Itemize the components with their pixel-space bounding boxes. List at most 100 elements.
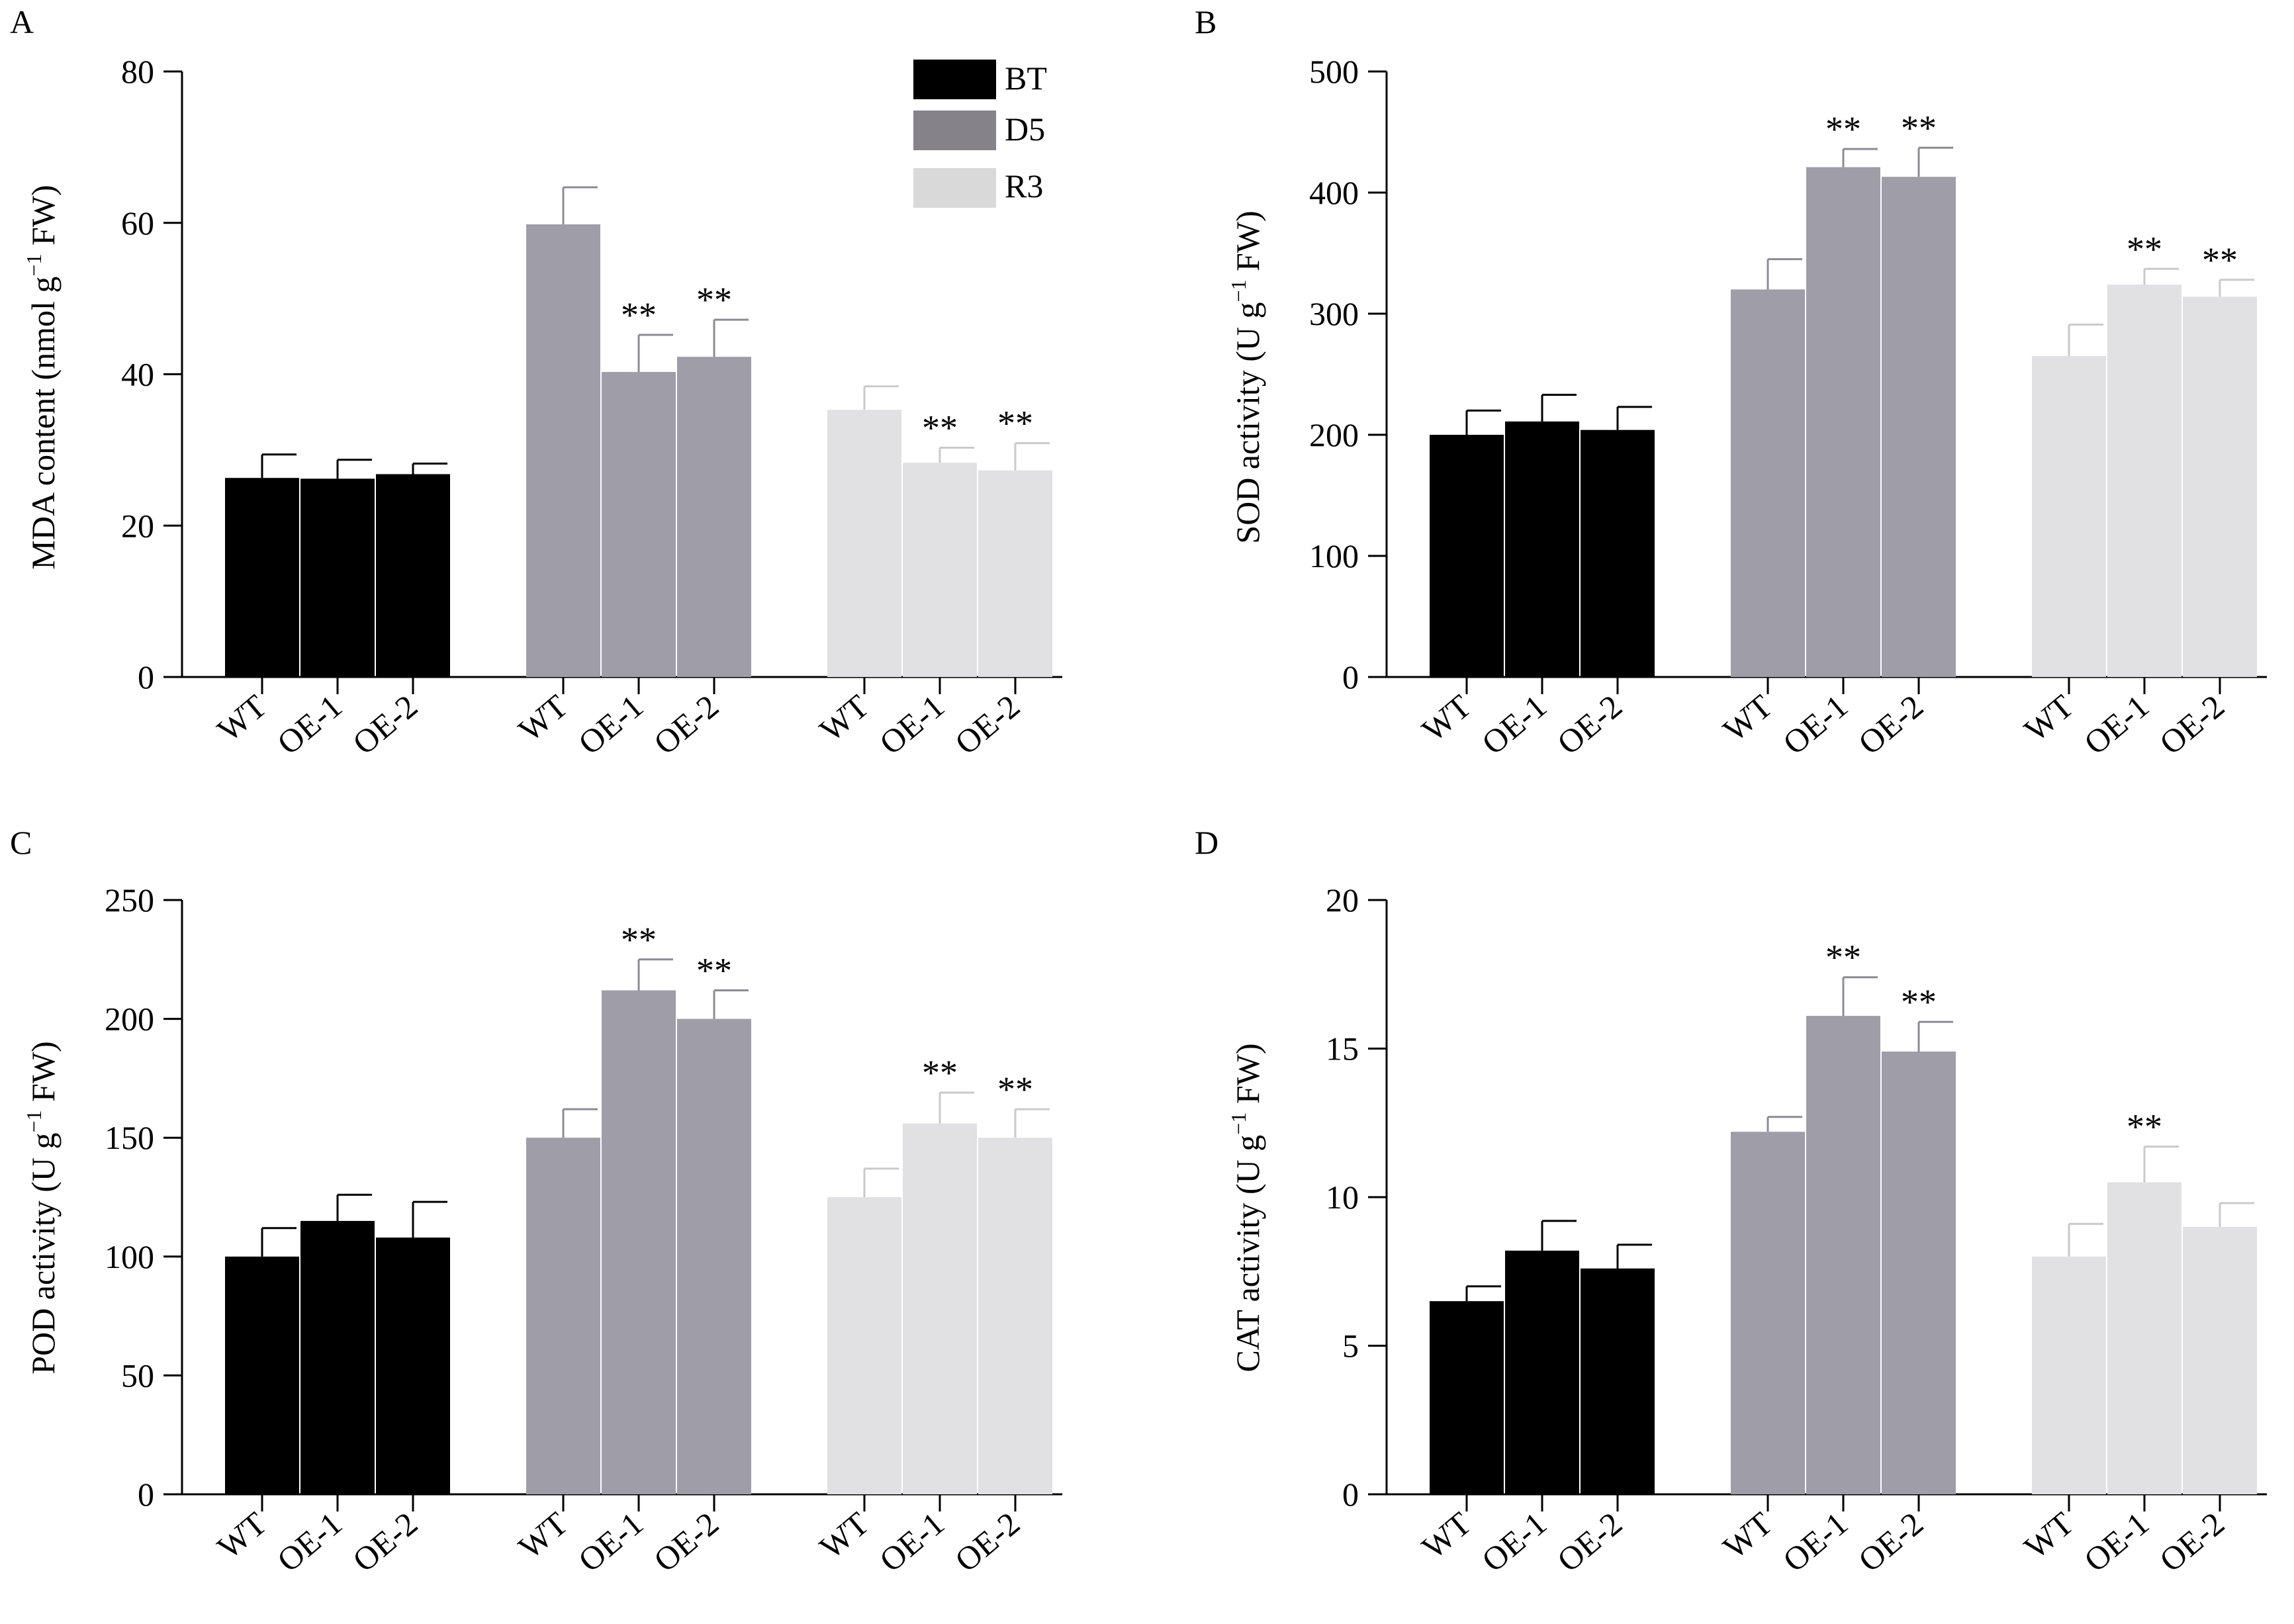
panel-a-y-tick-label: 40 [121,356,154,393]
panel-d-x-tick-label: OE-1 [1776,1505,1855,1580]
panel-c-x-tick-label: OE-1 [270,1505,349,1580]
panel-d-bar-d5-wt [1731,1132,1805,1494]
panel-a-y-tick-label: 0 [138,658,154,696]
panel-a-significance-mark: ** [922,408,958,447]
panel-d-y-axis-label: CAT activity (U g−1 FW) [1226,1044,1266,1373]
panel-c-x-tick-label: OE-1 [571,1505,650,1580]
panel-d-x-tick-label: WT [1415,1505,1479,1566]
panel-b-y-tick-label: 100 [1309,537,1359,574]
panel-c-x-tick-label: OE-1 [872,1505,951,1580]
panel-d-bar-bt-oe-2 [1581,1268,1655,1494]
panel-c-x-tick-label: WT [512,1505,575,1566]
panel-c-y-tick-label: 50 [121,1357,154,1394]
panel-a-significance-mark: ** [696,280,732,320]
panel-d-x-tick-label: WT [1716,1505,1780,1566]
panel-c-bar-bt-oe-2 [376,1238,450,1494]
panel-c-bar-bt-wt [225,1256,299,1494]
panel-b-bar-d5-wt [1731,289,1805,677]
legend-label-r3: R3 [1005,167,1043,204]
panel-b-x-tick-label: OE-2 [2152,688,2231,762]
panel-a-bar-d5-oe-2 [677,357,751,677]
panel-c-x-tick-label: OE-2 [948,1505,1027,1580]
panel-c-y-tick-label: 200 [105,1001,154,1038]
panel-b-letter: B [1195,3,1216,40]
panel-a-y-tick-label: 80 [121,53,154,90]
panel-c-y-tick-label: 0 [138,1476,154,1513]
panel-a-significance-mark: ** [997,404,1033,443]
panel-c-x-tick-label: OE-2 [647,1505,725,1580]
panel-b-x-tick-label: OE-1 [1475,688,1553,762]
panel-b-y-tick-label: 200 [1309,416,1359,453]
panel-d-bar-d5-oe-1 [1806,1016,1880,1494]
panel-d-y-tick-label: 20 [1326,881,1359,919]
panel-a-x-tick-label: OE-1 [872,688,951,762]
panel-b-y-tick-label: 0 [1342,658,1359,696]
panel-a-chart: A MDA content (nmol g−1 FW) 020406080WTO… [10,3,1062,762]
panel-a-bar-r3-oe-2 [978,470,1052,677]
panel-b-y-tick-label: 400 [1309,174,1359,211]
legend-label-d5: D5 [1005,111,1045,148]
panel-d-bar-r3-wt [2032,1256,2106,1494]
panel-b-x-tick-label: OE-2 [1550,688,1629,762]
panel-a-y-tick-label: 60 [121,204,154,242]
panel-b-bar-bt-oe-1 [1505,421,1579,677]
panel-a-x-tick-label: OE-2 [948,688,1027,762]
panel-a-bar-bt-oe-1 [300,478,375,677]
panel-d-bar-r3-oe-2 [2183,1226,2257,1494]
panel-d-significance-mark: ** [1825,938,1861,977]
panel-c-bar-r3-oe-2 [978,1138,1052,1494]
panel-b-x-tick-label: OE-2 [1851,688,1930,762]
panel-d-x-tick-label: OE-1 [2077,1505,2156,1580]
panel-b-chart: B SOD activity (U g−1 FW) 0 100 200 300 400 5… [1195,3,2267,762]
panel-c-bar-r3-oe-1 [903,1123,977,1494]
panel-a-bar-d5-oe-1 [602,372,676,677]
panel-b-bar-d5-oe-1 [1806,167,1880,677]
panel-b-bar-r3-wt [2032,356,2106,677]
panel-d-x-tick-label: OE-2 [1550,1505,1629,1580]
panel-b-bar-bt-oe-2 [1581,429,1655,677]
panel-a-x-tick-label: OE-2 [345,688,424,762]
panel-c-x-tick-label: WT [210,1505,274,1566]
panel-c-significance-mark: ** [997,1069,1033,1109]
panel-a-y-axis-label: MDA content (nmol g−1 FW) [22,185,62,569]
panel-b-significance-mark: ** [1825,109,1861,149]
panel-a-x-tick-label: OE-1 [571,688,650,762]
panel-b-x-tick-label: WT [1716,688,1780,749]
panel-b-bar-bt-wt [1430,435,1504,677]
panel-b-significance-mark: ** [2202,240,2238,280]
panel-d-x-tick-label: WT [2017,1505,2081,1566]
legend-swatch-r3 [913,168,996,208]
panel-a-bar-bt-oe-2 [376,474,450,677]
panel-a-bar-r3-wt [827,410,901,677]
panel-c-significance-mark: ** [922,1053,958,1093]
panel-a-x-tick-label: WT [210,688,274,749]
panel-c-significance-mark: ** [621,920,657,960]
panel-c-y-tick-label: 100 [105,1238,154,1275]
panel-c-x-tick-label: WT [813,1505,876,1566]
panel-a-bar-r3-oe-1 [903,463,977,677]
panel-c-y-tick-label: 150 [105,1119,154,1156]
panel-c-letter: C [10,824,32,861]
panel-d-y-tick-label: 10 [1326,1179,1359,1216]
panel-d-y-tick-label: 15 [1326,1030,1359,1067]
panel-a-y-tick-label: 20 [121,507,154,544]
panel-a-x-tick-label: OE-2 [647,688,725,762]
panel-d-significance-mark: ** [2127,1107,2162,1147]
panel-c-y-axis-label: POD activity (U g−1 FW) [22,1041,62,1374]
panel-a-x-tick-label: WT [512,688,575,749]
panel-c-bar-r3-wt [827,1197,901,1494]
panel-b-y-tick-label: 300 [1309,295,1359,332]
panel-d-significance-mark: ** [1901,982,1937,1022]
panel-a-x-tick-label: WT [813,688,876,749]
panel-c-bar-bt-oe-1 [300,1220,375,1494]
panel-b-x-tick-label: WT [2017,688,2081,749]
panel-c-x-tick-label: OE-2 [345,1505,424,1580]
panel-b-bar-r3-oe-2 [2183,296,2257,677]
panel-b-significance-mark: ** [1901,108,1937,148]
panel-c-bar-d5-oe-1 [602,990,676,1494]
panel-c-bar-d5-wt [526,1138,600,1494]
panel-c-bar-d5-oe-2 [677,1018,751,1494]
